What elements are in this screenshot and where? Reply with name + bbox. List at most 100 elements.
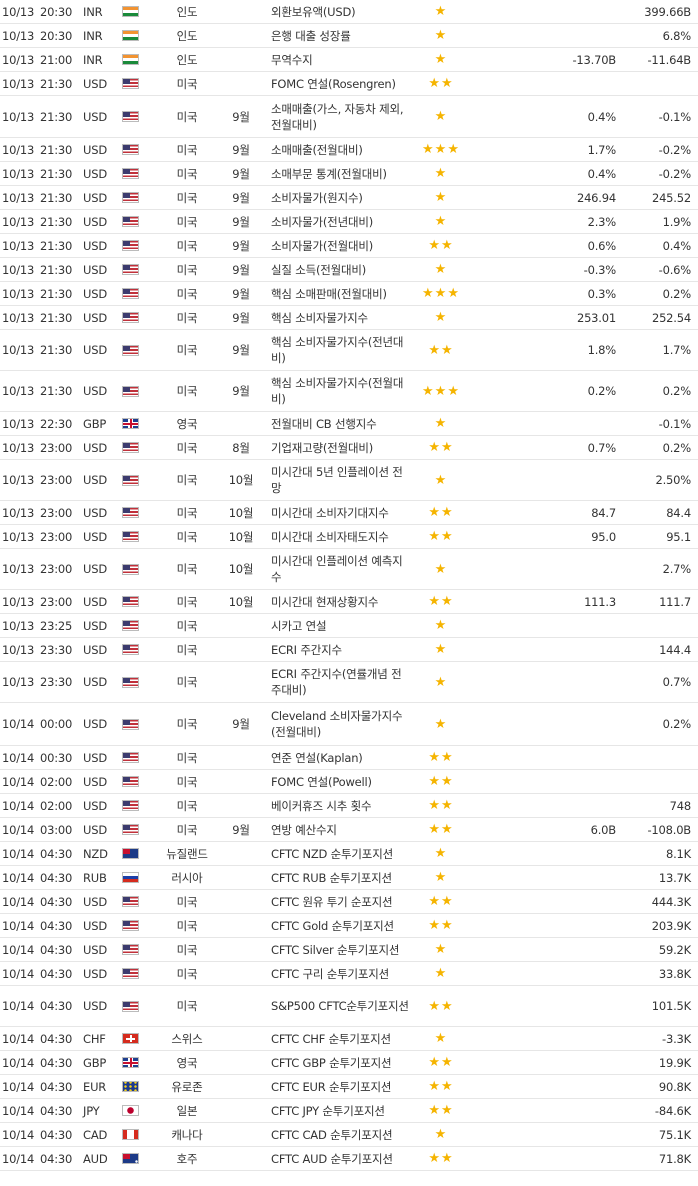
- event-cell[interactable]: FOMC 연설(Rosengren): [271, 72, 411, 95]
- event-cell[interactable]: ECRI 주간지수(연률개념 전주대비): [271, 662, 411, 702]
- forecast-cell: 246.94: [530, 186, 616, 209]
- event-cell[interactable]: Cleveland 소비자물가지수(전월대비): [271, 703, 411, 745]
- event-cell-text: 미시간대 소비자태도지수: [271, 529, 389, 544]
- table-row[interactable]: 10/14 04:30 USD 미국 S&P500 CFTC순투기포지션 ★ ★ 101.5K: [0, 986, 698, 1027]
- table-row[interactable]: 10/14 04:30 JPY 일본 CFTC JPY 순투기포지션 ★ ★ -84.6K: [0, 1099, 698, 1123]
- table-row[interactable]: 10/13 20:30 INR 인도 외환보유액(USD) ★ 399.66B: [0, 0, 698, 24]
- event-cell[interactable]: 무역수지: [271, 48, 411, 71]
- event-cell[interactable]: 미시간대 현재상황지수: [271, 590, 411, 613]
- event-cell[interactable]: 전월대비 CB 선행지수: [271, 412, 411, 435]
- table-row[interactable]: 10/14 04:30 USD 미국 CFTC Gold 순투기포지션 ★ ★ 203.9K: [0, 914, 698, 938]
- event-cell[interactable]: 소비자물가(원지수): [271, 186, 411, 209]
- event-cell[interactable]: CFTC AUD 순투기포지션: [271, 1147, 411, 1170]
- event-cell[interactable]: 소비자물가(전월대비): [271, 234, 411, 257]
- event-cell[interactable]: 소비자물가(전년대비): [271, 210, 411, 233]
- event-cell[interactable]: 실질 소득(전월대비): [271, 258, 411, 281]
- table-row[interactable]: 10/13 23:30 USD 미국 ECRI 주간지수 ★ 144.4: [0, 638, 698, 662]
- event-cell[interactable]: 연방 예산수지: [271, 818, 411, 841]
- event-cell[interactable]: 핵심 소비자물가지수: [271, 306, 411, 329]
- table-row[interactable]: 10/13 21:30 USD 미국 9월 소비자물가(전년대비) ★ 2.3% 1.9%: [0, 210, 698, 234]
- event-cell[interactable]: 시카고 연설: [271, 614, 411, 637]
- table-row[interactable]: 10/14 02:00 USD 미국 FOMC 연설(Powell) ★ ★: [0, 770, 698, 794]
- event-cell[interactable]: CFTC RUB 순투기포지션: [271, 866, 411, 889]
- currency-cell: USD: [83, 549, 107, 589]
- table-row[interactable]: 10/13 23:00 USD 미국 10월 미시간대 인플레이션 예측지수 ★ 2.7%: [0, 549, 698, 590]
- table-row[interactable]: 10/14 00:00 USD 미국 9월 Cleveland 소비자물가지수(전월대비)…: [0, 703, 698, 746]
- table-row[interactable]: 10/14 04:30 CHF 스위스 CFTC CHF 순투기포지션 ★ -3.3K: [0, 1027, 698, 1051]
- event-cell[interactable]: CFTC 구리 순투기포지션: [271, 962, 411, 985]
- event-cell[interactable]: 미시간대 인플레이션 예측지수: [271, 549, 411, 589]
- table-row[interactable]: 10/13 21:30 USD 미국 9월 소매매출(가스, 자동차 제외, 전월대비) ★…: [0, 96, 698, 138]
- event-cell[interactable]: 은행 대출 성장률: [271, 24, 411, 47]
- table-row[interactable]: 10/14 04:30 GBP 영국 CFTC GBP 순투기포지션 ★ ★ 19.9K: [0, 1051, 698, 1075]
- event-cell[interactable]: 베이커휴즈 시추 횟수: [271, 794, 411, 817]
- event-cell[interactable]: FOMC 연설(Powell): [271, 770, 411, 793]
- event-cell[interactable]: CFTC Silver 순투기포지션: [271, 938, 411, 961]
- event-cell[interactable]: 외환보유액(USD): [271, 0, 411, 23]
- event-cell[interactable]: 소매부문 통계(전월대비): [271, 162, 411, 185]
- country-cell: 미국: [150, 614, 224, 637]
- table-row[interactable]: 10/13 23:30 USD 미국 ECRI 주간지수(연률개념 전주대비) ★ 0.7%: [0, 662, 698, 703]
- table-row[interactable]: 10/14 04:30 USD 미국 CFTC 원유 투기 순포지션 ★ ★ 444.3K: [0, 890, 698, 914]
- time-cell: 04:30: [40, 1123, 72, 1146]
- event-cell[interactable]: 연준 연설(Kaplan): [271, 746, 411, 769]
- table-row[interactable]: 10/13 23:00 USD 미국 8월 기업재고량(전월대비) ★ ★ 0.7% 0.2%: [0, 436, 698, 460]
- table-row[interactable]: 10/13 21:00 INR 인도 무역수지 ★ -13.70B -11.64B: [0, 48, 698, 72]
- table-row[interactable]: 10/13 21:30 USD 미국 9월 핵심 소매판매(전월대비) ★ ★ ★ 0.3% 0.2…: [0, 282, 698, 306]
- table-row[interactable]: 10/13 21:30 USD 미국 9월 핵심 소비자물가지수(전월대비) ★ ★ ★ 0.2%…: [0, 371, 698, 412]
- previous-cell-text: 0.2%: [662, 286, 692, 301]
- forecast-cell: [530, 614, 616, 637]
- table-row[interactable]: 10/13 23:00 USD 미국 10월 미시간대 현재상황지수 ★ ★ 111.3 111.…: [0, 590, 698, 614]
- table-row[interactable]: 10/13 23:25 USD 미국 시카고 연설 ★: [0, 614, 698, 638]
- table-row[interactable]: 10/14 04:30 USD 미국 CFTC 구리 순투기포지션 ★ 33.8K: [0, 962, 698, 986]
- event-cell[interactable]: 미시간대 5년 인플레이션 전망: [271, 460, 411, 500]
- table-row[interactable]: 10/14 00:30 USD 미국 연준 연설(Kaplan) ★ ★: [0, 746, 698, 770]
- event-cell[interactable]: 핵심 소매판매(전월대비): [271, 282, 411, 305]
- table-row[interactable]: 10/13 21:30 USD 미국 9월 소매매출(전월대비) ★ ★ ★ 1.7% -0.2%: [0, 138, 698, 162]
- event-cell[interactable]: 미시간대 소비자태도지수: [271, 525, 411, 548]
- event-cell[interactable]: CFTC Gold 순투기포지션: [271, 914, 411, 937]
- table-row[interactable]: 10/14 03:00 USD 미국 9월 연방 예산수지 ★ ★ 6.0B -108.0B: [0, 818, 698, 842]
- table-row[interactable]: 10/13 21:30 USD 미국 9월 소매부문 통계(전월대비) ★ 0.4% -0.2%: [0, 162, 698, 186]
- event-cell[interactable]: CFTC CHF 순투기포지션: [271, 1027, 411, 1050]
- event-cell[interactable]: 소매매출(전월대비): [271, 138, 411, 161]
- table-row[interactable]: 10/14 04:30 AUD 호주 CFTC AUD 순투기포지션 ★ ★ 71.8K: [0, 1147, 698, 1171]
- event-cell[interactable]: 소매매출(가스, 자동차 제외, 전월대비): [271, 96, 411, 137]
- table-row[interactable]: 10/14 04:30 CAD 캐나다 CFTC CAD 순투기포지션 ★ 75.1K: [0, 1123, 698, 1147]
- table-row[interactable]: 10/13 23:00 USD 미국 10월 미시간대 5년 인플레이션 전망 ★ 2.50%: [0, 460, 698, 501]
- event-cell[interactable]: 기업재고량(전월대비): [271, 436, 411, 459]
- event-cell[interactable]: CFTC NZD 순투기포지션: [271, 842, 411, 865]
- table-row[interactable]: 10/13 21:30 USD 미국 9월 핵심 소비자물가지수 ★ 253.01 252.54: [0, 306, 698, 330]
- event-cell[interactable]: CFTC CAD 순투기포지션: [271, 1123, 411, 1146]
- event-cell[interactable]: ECRI 주간지수: [271, 638, 411, 661]
- table-row[interactable]: 10/13 20:30 INR 인도 은행 대출 성장률 ★ 6.8%: [0, 24, 698, 48]
- table-row[interactable]: 10/14 04:30 RUB 러시아 CFTC RUB 순투기포지션 ★ 13.7K: [0, 866, 698, 890]
- table-row[interactable]: 10/13 21:30 USD 미국 9월 소비자물가(전월대비) ★ ★ 0.6% 0.4%: [0, 234, 698, 258]
- table-row[interactable]: 10/13 22:30 GBP 영국 전월대비 CB 선행지수 ★ -0.1%: [0, 412, 698, 436]
- us-flag-icon: [122, 824, 139, 835]
- date-cell-text: 10/13: [2, 238, 35, 253]
- table-row[interactable]: 10/13 21:30 USD 미국 9월 핵심 소비자물가지수(전년대비) ★ ★ 1.8% 1…: [0, 330, 698, 371]
- table-row[interactable]: 10/14 04:30 NZD 뉴질랜드 CFTC NZD 순투기포지션 ★ 8.1K: [0, 842, 698, 866]
- event-cell[interactable]: CFTC 원유 투기 순포지션: [271, 890, 411, 913]
- table-row[interactable]: 10/13 21:30 USD 미국 9월 소비자물가(원지수) ★ 246.94 245.52: [0, 186, 698, 210]
- table-row[interactable]: 10/13 23:00 USD 미국 10월 미시간대 소비자태도지수 ★ ★ 95.0 95.1: [0, 525, 698, 549]
- event-cell[interactable]: CFTC JPY 순투기포지션: [271, 1099, 411, 1122]
- event-cell[interactable]: 미시간대 소비자기대지수: [271, 501, 411, 524]
- event-cell[interactable]: S&P500 CFTC순투기포지션: [271, 986, 411, 1026]
- actual-cell: [470, 436, 526, 459]
- forecast-cell: [530, 0, 616, 23]
- previous-cell-text: 444.3K: [651, 894, 691, 909]
- table-row[interactable]: 10/13 21:30 USD 미국 FOMC 연설(Rosengren) ★ ★: [0, 72, 698, 96]
- table-row[interactable]: 10/13 21:30 USD 미국 9월 실질 소득(전월대비) ★ -0.3% -0.6%: [0, 258, 698, 282]
- table-row[interactable]: 10/14 02:00 USD 미국 베이커휴즈 시추 횟수 ★ ★ 748: [0, 794, 698, 818]
- table-row[interactable]: 10/13 23:00 USD 미국 10월 미시간대 소비자기대지수 ★ ★ 84.7 84.4: [0, 501, 698, 525]
- table-row[interactable]: 10/14 04:30 EUR 유로존 CFTC EUR 순투기포지션 ★ ★ 90.8K: [0, 1075, 698, 1099]
- event-cell[interactable]: 핵심 소비자물가지수(전월대비): [271, 371, 411, 411]
- table-row[interactable]: 10/14 04:30 USD 미국 CFTC Silver 순투기포지션 ★ 59.2K: [0, 938, 698, 962]
- us-flag-icon: [122, 264, 139, 275]
- star-icon: ★: [428, 998, 441, 1014]
- event-cell[interactable]: CFTC GBP 순투기포지션: [271, 1051, 411, 1074]
- event-cell[interactable]: 핵심 소비자물가지수(전년대비): [271, 330, 411, 370]
- event-cell[interactable]: CFTC EUR 순투기포지션: [271, 1075, 411, 1098]
